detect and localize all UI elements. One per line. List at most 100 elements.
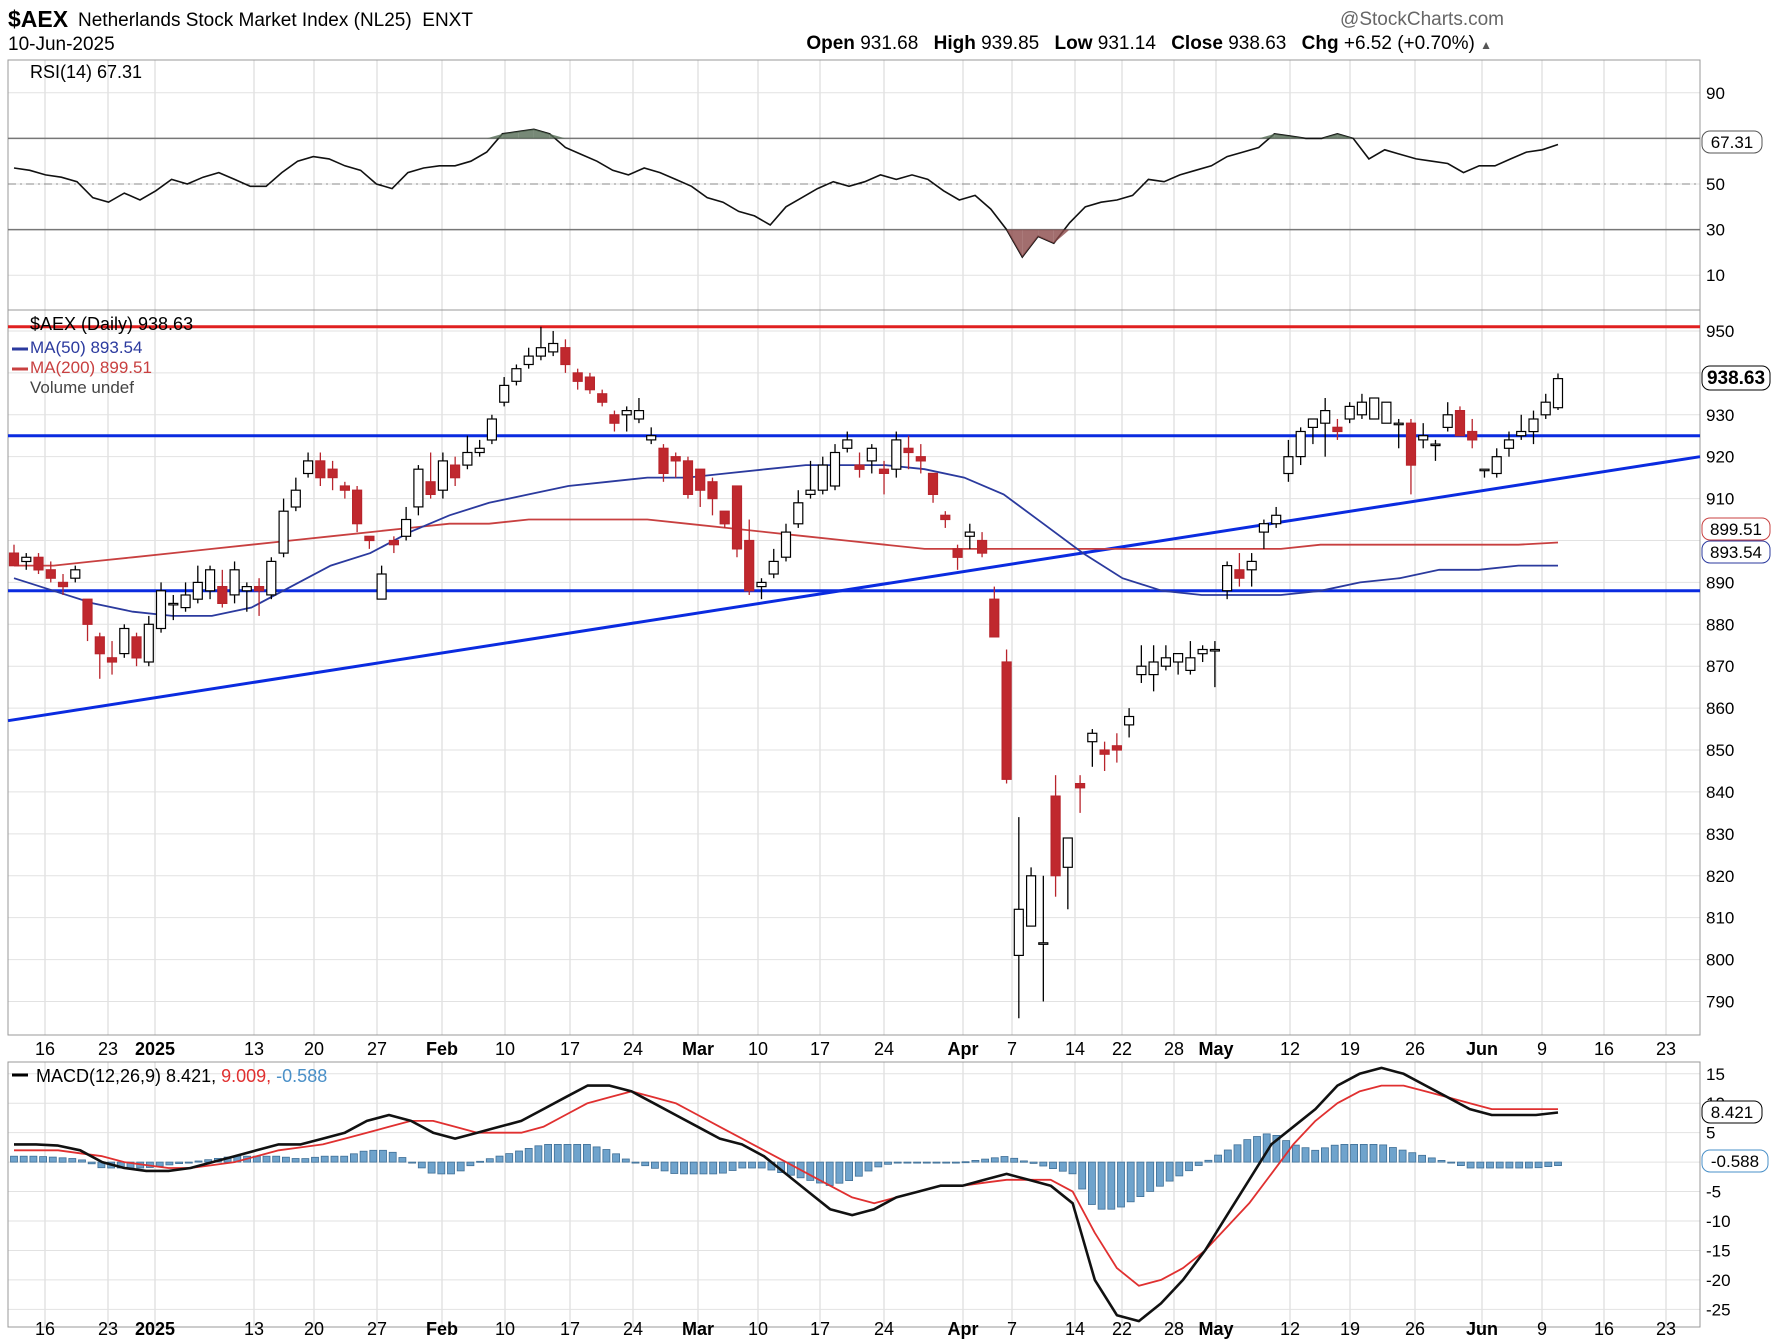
macd-tick-label: -15 bbox=[1706, 1241, 1731, 1260]
exchange: ENXT bbox=[422, 10, 473, 31]
price-tick-label: 840 bbox=[1706, 783, 1734, 802]
candle-body bbox=[1332, 426, 1343, 433]
candle-body bbox=[339, 485, 350, 491]
macd-histogram-bar bbox=[262, 1155, 271, 1163]
x-tick-label: 16 bbox=[1594, 1039, 1614, 1059]
candle-body bbox=[609, 414, 620, 424]
candle-body bbox=[940, 514, 951, 521]
x-tick-label: 10 bbox=[495, 1039, 515, 1059]
candle-body bbox=[180, 594, 191, 609]
candle-body bbox=[1369, 397, 1380, 420]
x-tick-label: 12 bbox=[1280, 1039, 1300, 1059]
candle-body bbox=[1209, 648, 1221, 652]
candle-body bbox=[474, 447, 485, 454]
x-tick-label: 22 bbox=[1112, 1319, 1132, 1339]
price-tick-label: 860 bbox=[1706, 699, 1734, 718]
candle-body bbox=[8, 552, 20, 567]
candle-body bbox=[560, 347, 571, 366]
macd-histogram-bar bbox=[1068, 1161, 1077, 1175]
candle-body bbox=[535, 347, 547, 357]
macd-histogram-bar bbox=[39, 1156, 47, 1163]
candle-body bbox=[597, 393, 608, 403]
candle-body bbox=[462, 451, 473, 466]
candle-body bbox=[315, 460, 326, 479]
candle-body bbox=[254, 585, 265, 592]
macd-histogram-bar bbox=[505, 1153, 514, 1163]
macd-histogram-bar bbox=[602, 1149, 611, 1163]
candle-body bbox=[1001, 661, 1012, 780]
macd-histogram-bar bbox=[922, 1161, 931, 1164]
candle-body bbox=[1320, 410, 1331, 424]
candle-body bbox=[1442, 414, 1453, 428]
macd-histogram-bar bbox=[1214, 1154, 1222, 1163]
candle-body bbox=[94, 636, 105, 655]
candle-body bbox=[744, 539, 755, 592]
macd-histogram-bar bbox=[1495, 1161, 1504, 1169]
candle-body bbox=[548, 342, 559, 353]
macd-histogram-bar bbox=[874, 1161, 883, 1168]
candle-body bbox=[303, 460, 314, 475]
candle-body bbox=[352, 489, 363, 525]
x-tick-label: 23 bbox=[98, 1319, 118, 1339]
candle-body bbox=[1356, 401, 1368, 416]
macd-histogram-bar bbox=[1418, 1154, 1426, 1163]
open-label: Open bbox=[806, 33, 855, 54]
candle-body bbox=[964, 531, 975, 537]
macd-histogram-bar bbox=[1156, 1161, 1164, 1187]
copyright: @StockCharts.com bbox=[1340, 9, 1504, 30]
candle-body bbox=[1258, 523, 1270, 533]
macd-histogram-bar bbox=[670, 1161, 679, 1174]
price-tick-label: 830 bbox=[1706, 825, 1734, 844]
macd-histogram-bar bbox=[553, 1144, 562, 1163]
macd-tick-label: -25 bbox=[1706, 1300, 1731, 1319]
candle-body bbox=[1234, 569, 1245, 579]
axis-layer: 16 16 23 23 2025 2025 13 13 20 20 27 27 Feb Feb 10 10 17… bbox=[35, 84, 1734, 1339]
candle-body bbox=[1160, 657, 1172, 667]
macd-histogram-bar bbox=[534, 1145, 543, 1163]
macd-histogram-bar bbox=[1039, 1161, 1048, 1167]
x-tick-label: 28 bbox=[1164, 1039, 1184, 1059]
x-tick-label: Apr bbox=[948, 1039, 979, 1059]
macd-histogram-bar bbox=[748, 1161, 756, 1169]
macd-histogram-bar bbox=[272, 1155, 281, 1163]
macd-histogram-bar bbox=[301, 1158, 310, 1163]
macd-tag-value: 8.421 bbox=[1711, 1103, 1754, 1122]
rsi-oversold-fill bbox=[1022, 229, 1039, 257]
x-tick-label: 7 bbox=[1007, 1039, 1017, 1059]
macd-histogram-bar bbox=[1194, 1161, 1203, 1166]
macd-histogram-bar bbox=[1088, 1161, 1096, 1205]
candle-body bbox=[1136, 665, 1147, 676]
x-tick-label: Mar bbox=[682, 1319, 714, 1339]
candle-body bbox=[1087, 732, 1098, 743]
candle-body bbox=[1148, 661, 1159, 676]
macd-histogram-bar bbox=[155, 1161, 164, 1167]
macd-histogram-bar bbox=[194, 1160, 203, 1163]
candle-body bbox=[842, 439, 853, 449]
candle-body bbox=[1013, 908, 1024, 956]
macd-histogram-bar bbox=[757, 1161, 766, 1169]
candle-body bbox=[829, 451, 841, 487]
chg-label: Chg bbox=[1301, 33, 1339, 54]
candle-body bbox=[1025, 875, 1037, 927]
ma200-tag-value: 899.51 bbox=[1710, 520, 1762, 539]
candle-body bbox=[1074, 782, 1086, 789]
rsi-overbought-fill bbox=[502, 131, 519, 139]
macd-histogram-bar bbox=[1534, 1161, 1543, 1169]
x-tick-label: 22 bbox=[1112, 1039, 1132, 1059]
candle-body bbox=[731, 485, 743, 550]
rsi-last-tag: 67.31 bbox=[1701, 130, 1763, 154]
x-tick-label: 10 bbox=[748, 1319, 768, 1339]
macd-histogram-bar bbox=[1340, 1144, 1349, 1163]
macd-histogram-bar bbox=[612, 1153, 620, 1163]
x-tick-label: Jun bbox=[1466, 1319, 1498, 1339]
high-value: 939.85 bbox=[981, 33, 1040, 54]
ma50-tag-value: 893.54 bbox=[1710, 543, 1762, 562]
candle-body bbox=[584, 376, 596, 391]
macd-histogram-bar bbox=[893, 1161, 902, 1164]
ma200-tag: 899.51 bbox=[1701, 517, 1771, 541]
macd-histogram-bar bbox=[845, 1161, 853, 1181]
macd-histogram-bar bbox=[719, 1161, 727, 1174]
rsi-tick-label: 90 bbox=[1706, 84, 1725, 103]
rsi-overbought-fill bbox=[1274, 133, 1291, 139]
candle-body bbox=[1516, 430, 1527, 437]
